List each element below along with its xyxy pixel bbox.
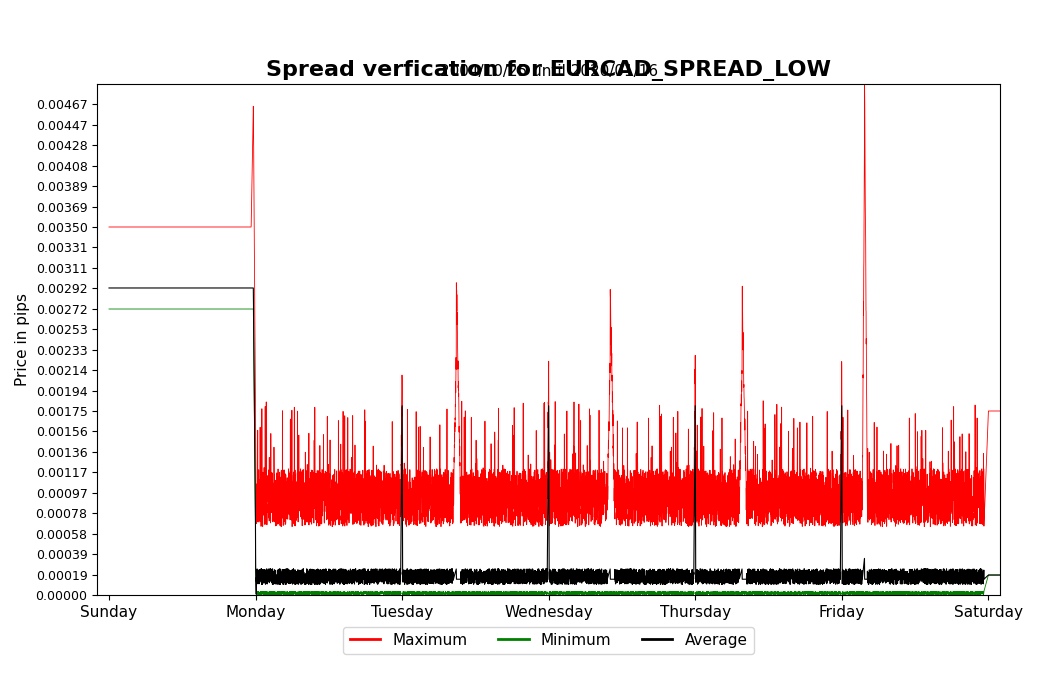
Maximum: [874, 519, 886, 528]
Minimum: [874, 589, 886, 598]
Average: [395, 510, 407, 519]
Maximum: [395, 445, 407, 454]
Maximum: [858, 81, 871, 90]
Average: [127, 284, 139, 292]
Line: Minimum: Minimum: [109, 309, 1039, 595]
Average: [378, 576, 391, 584]
Maximum: [242, 223, 255, 231]
Average: [250, 590, 263, 598]
Minimum: [378, 589, 391, 597]
Maximum: [127, 223, 139, 231]
Minimum: [395, 589, 407, 597]
Maximum: [286, 522, 298, 531]
Text: 2004/10/25 until 2020/01/16: 2004/10/25 until 2020/01/16: [439, 64, 658, 79]
Legend: Maximum, Minimum, Average: Maximum, Minimum, Average: [344, 626, 754, 654]
Minimum: [242, 304, 255, 313]
Y-axis label: Price in pips: Price in pips: [15, 293, 30, 386]
Maximum: [103, 223, 115, 231]
Minimum: [103, 304, 115, 313]
Line: Maximum: Maximum: [109, 85, 1039, 526]
Average: [874, 580, 886, 589]
Minimum: [271, 591, 284, 599]
Maximum: [762, 477, 774, 486]
Average: [103, 284, 115, 292]
Line: Average: Average: [109, 288, 1039, 594]
Minimum: [127, 304, 139, 313]
Maximum: [378, 509, 391, 517]
Average: [762, 580, 774, 588]
Minimum: [762, 588, 774, 596]
Average: [242, 284, 255, 292]
Title: Spread verfication for EURCAD_SPREAD_LOW: Spread verfication for EURCAD_SPREAD_LOW: [266, 60, 831, 80]
